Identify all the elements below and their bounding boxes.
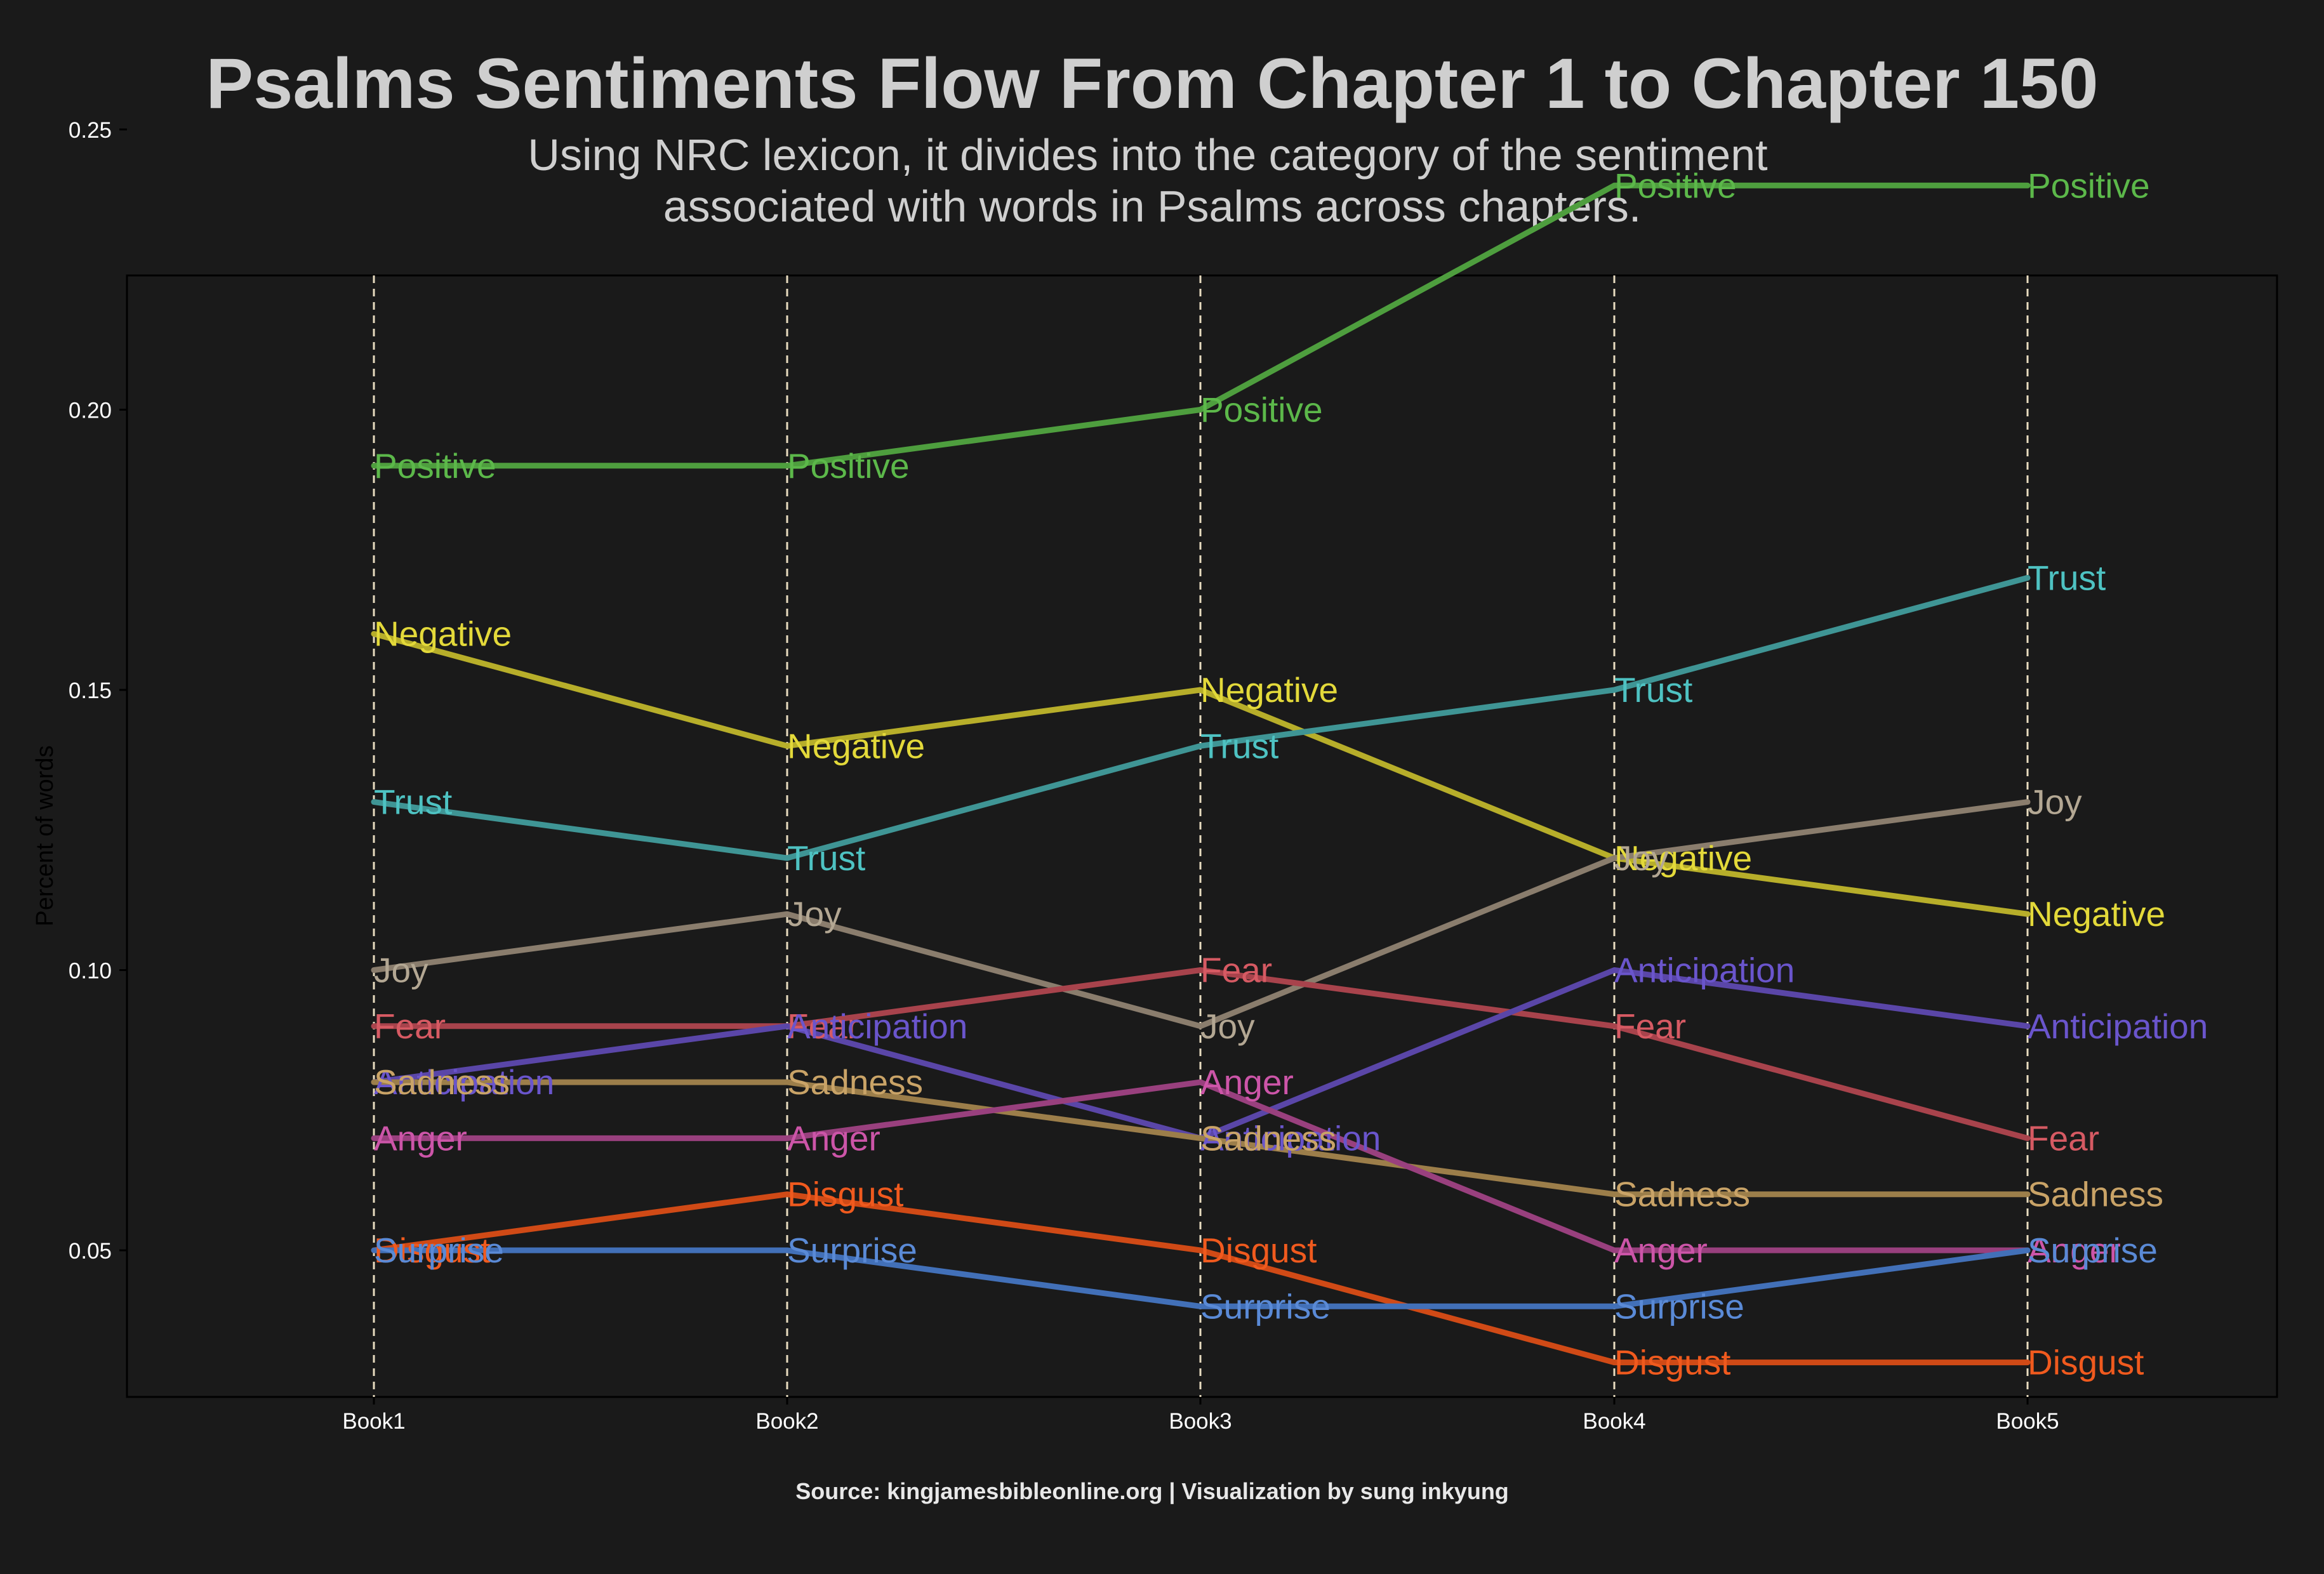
point-label-disgust-book4: Disgust	[1614, 1343, 1730, 1382]
point-label-positive-book5: Positive	[2028, 166, 2150, 205]
series-lines	[371, 182, 2031, 1366]
chart-title: Psalms Sentiments Flow From Chapter 1 to…	[206, 44, 2098, 123]
point-label-fear-book1: Fear	[374, 1007, 446, 1046]
point-label-anticipation-book3: Anticipation	[1200, 1118, 1381, 1158]
point-label-sadness-book3: Sadness	[1200, 1118, 1336, 1158]
chart-subtitle-line-2: associated with words in Psalms across c…	[663, 182, 1642, 231]
point-label-anticipation-book1: Anticipation	[374, 1062, 554, 1102]
point-label-positive-book4: Positive	[1614, 166, 1737, 205]
chart-subtitle-line-1: Using NRC lexicon, it divides into the c…	[528, 130, 1767, 180]
x-tick-label-book4: Book4	[1583, 1409, 1645, 1434]
point-label-joy-book3: Joy	[1200, 1007, 1255, 1046]
x-tick-label-book3: Book3	[1169, 1409, 1232, 1434]
point-label-anger-book3: Anger	[1200, 1062, 1294, 1102]
point-label-trust-book3: Trust	[1200, 726, 1278, 765]
point-label-disgust-book3: Disgust	[1200, 1231, 1317, 1270]
point-label-negative-book2: Negative	[787, 726, 925, 765]
point-label-sadness-book1: Sadness	[374, 1062, 510, 1102]
point-label-negative-book1: Negative	[374, 614, 512, 654]
point-label-joy-book2: Joy	[787, 894, 842, 934]
y-tick-label: 0.05	[69, 1239, 112, 1264]
series-line-trust	[371, 574, 2031, 861]
point-label-disgust-book5: Disgust	[2028, 1343, 2144, 1382]
grid-lines	[373, 275, 2029, 1397]
point-label-surprise-book2: Surprise	[787, 1231, 917, 1270]
point-label-anger-book4: Anger	[1614, 1231, 1708, 1270]
point-label-anger-book1: Anger	[374, 1118, 467, 1158]
point-label-fear-book5: Fear	[2028, 1118, 2099, 1158]
series-line-fear	[371, 967, 2031, 1141]
x-tick-label-book1: Book1	[342, 1409, 405, 1434]
point-label-joy-book4: Joy	[1614, 838, 1669, 878]
point-label-trust-book4: Trust	[1614, 670, 1692, 710]
point-label-surprise-book4: Surprise	[1614, 1286, 1744, 1326]
point-label-fear-book2: Fear	[787, 1007, 859, 1046]
point-label-sadness-book5: Sadness	[2028, 1175, 2163, 1214]
point-label-joy-book5: Joy	[2028, 783, 2082, 822]
point-label-disgust-book2: Disgust	[787, 1175, 903, 1214]
point-label-surprise-book5: Surprise	[2028, 1231, 2158, 1270]
plot-panel	[126, 274, 2278, 1398]
point-label-negative-book3: Negative	[1200, 670, 1338, 710]
point-label-anger-book5: Anger	[2028, 1231, 2121, 1270]
point-label-positive-book3: Positive	[1200, 390, 1323, 430]
y-axis-title: Percent of words	[32, 745, 58, 926]
y-tick-label: 0.10	[69, 959, 112, 984]
point-label-joy-book1: Joy	[374, 951, 428, 990]
point-label-fear-book3: Fear	[1200, 951, 1272, 990]
series-line-negative	[371, 631, 2031, 917]
point-label-surprise-book3: Surprise	[1200, 1286, 1331, 1326]
point-label-negative-book5: Negative	[2028, 894, 2165, 934]
point-label-anticipation-book5: Anticipation	[2028, 1007, 2208, 1046]
point-label-disgust-book1: Disgust	[374, 1231, 490, 1270]
point-label-sadness-book2: Sadness	[787, 1062, 923, 1102]
point-label-sadness-book4: Sadness	[1614, 1175, 1750, 1214]
point-labels: Positive Positive Positive Positive Positive…	[374, 166, 2208, 1382]
point-label-trust-book1: Trust	[374, 783, 452, 822]
chart-caption: Source: kingjamesbibleonline.org | Visua…	[795, 1478, 1509, 1505]
x-axis-ticks: Book1 Book2 Book3 Book4 Book5	[342, 1397, 2059, 1434]
point-label-positive-book1: Positive	[374, 446, 496, 486]
point-label-anticipation-book2: Anticipation	[787, 1007, 967, 1046]
point-label-fear-book4: Fear	[1614, 1007, 1686, 1046]
x-tick-label-book5: Book5	[1996, 1409, 2059, 1434]
series-line-sadness	[371, 1079, 2031, 1198]
series-line-anger	[371, 1079, 2031, 1253]
point-label-anger-book2: Anger	[787, 1118, 880, 1158]
series-line-surprise	[371, 1247, 2031, 1309]
series-line-positive	[371, 182, 2031, 469]
point-label-trust-book2: Trust	[787, 838, 865, 878]
y-tick-label: 0.15	[69, 678, 112, 703]
y-tick-label: 0.20	[69, 399, 112, 423]
series-line-disgust	[371, 1191, 2031, 1366]
x-tick-label-book2: Book2	[755, 1409, 818, 1434]
series-line-joy	[371, 799, 2031, 1029]
y-tick-label: 0.25	[69, 118, 112, 143]
point-label-trust-book5: Trust	[2028, 558, 2106, 597]
point-label-anticipation-book4: Anticipation	[1614, 951, 1795, 990]
point-label-negative-book4: Negative	[1614, 838, 1752, 878]
point-label-surprise-book1: Surprise	[374, 1231, 504, 1270]
point-label-positive-book2: Positive	[787, 446, 910, 486]
y-axis-ticks: 0.05 0.10 0.15 0.20 0.25	[69, 118, 127, 1264]
